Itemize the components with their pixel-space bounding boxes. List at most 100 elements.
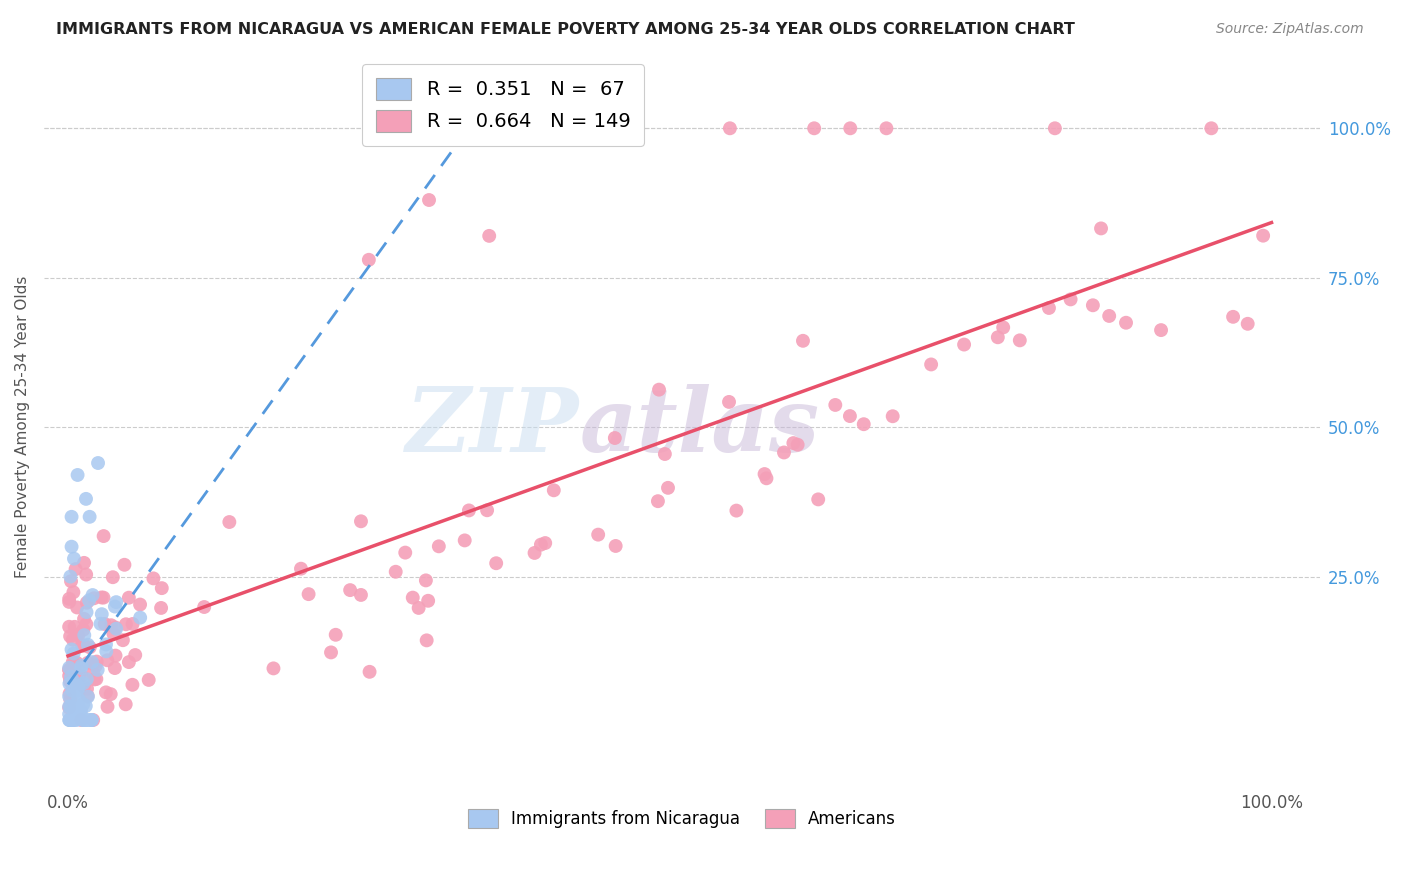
- Point: [58, 663, 80, 677]
- Point: [142, 571, 165, 585]
- Point: [478, 228, 501, 243]
- Point: [76, 605, 98, 619]
- Point: [485, 556, 508, 570]
- Point: [69, 704, 91, 718]
- Point: [75, 617, 97, 632]
- Point: [59, 670, 82, 684]
- Point: [96, 653, 118, 667]
- Point: [59, 692, 82, 706]
- Point: [65, 656, 87, 670]
- Point: [70, 661, 93, 675]
- Point: [90, 591, 112, 605]
- Point: [96, 699, 118, 714]
- Point: [66, 667, 89, 681]
- Point: [62, 673, 84, 688]
- Point: [534, 536, 557, 550]
- Point: [718, 121, 741, 136]
- Point: [1090, 221, 1112, 235]
- Point: [72, 713, 94, 727]
- Point: [62, 655, 84, 669]
- Y-axis label: Female Poverty Among 25-34 Year Olds: Female Poverty Among 25-34 Year Olds: [15, 276, 30, 578]
- Point: [1201, 121, 1223, 136]
- Point: [59, 713, 82, 727]
- Point: [59, 674, 82, 689]
- Point: [76, 681, 98, 696]
- Point: [84, 658, 107, 673]
- Point: [58, 713, 80, 727]
- Point: [1008, 334, 1031, 348]
- Point: [66, 467, 89, 482]
- Point: [100, 687, 122, 701]
- Point: [1038, 301, 1060, 315]
- Point: [523, 546, 546, 560]
- Point: [77, 690, 100, 704]
- Point: [86, 663, 108, 677]
- Legend: Immigrants from Nicaragua, Americans: Immigrants from Nicaragua, Americans: [461, 802, 903, 835]
- Point: [725, 503, 748, 517]
- Point: [350, 514, 373, 528]
- Point: [80, 655, 103, 669]
- Point: [65, 713, 87, 727]
- Point: [86, 655, 108, 669]
- Point: [150, 601, 173, 615]
- Point: [1115, 316, 1137, 330]
- Text: IMMIGRANTS FROM NICARAGUA VS AMERICAN FEMALE POVERTY AMONG 25-34 YEAR OLDS CORRE: IMMIGRANTS FROM NICARAGUA VS AMERICAN FE…: [56, 22, 1076, 37]
- Point: [70, 713, 93, 727]
- Point: [58, 699, 80, 714]
- Point: [62, 665, 84, 679]
- Point: [138, 673, 160, 687]
- Point: [60, 540, 83, 554]
- Point: [953, 337, 976, 351]
- Point: [263, 661, 285, 675]
- Point: [754, 467, 776, 481]
- Point: [66, 669, 89, 683]
- Point: [648, 383, 671, 397]
- Point: [70, 704, 93, 718]
- Point: [647, 494, 669, 508]
- Point: [66, 679, 89, 693]
- Point: [58, 595, 80, 609]
- Point: [1059, 293, 1081, 307]
- Point: [65, 707, 87, 722]
- Point: [72, 713, 94, 727]
- Point: [66, 712, 89, 726]
- Point: [104, 661, 127, 675]
- Point: [101, 570, 124, 584]
- Point: [73, 556, 96, 570]
- Point: [94, 685, 117, 699]
- Point: [121, 678, 143, 692]
- Text: Source: ZipAtlas.com: Source: ZipAtlas.com: [1216, 22, 1364, 37]
- Point: [82, 713, 104, 727]
- Point: [62, 632, 84, 647]
- Point: [67, 681, 90, 695]
- Point: [76, 689, 98, 703]
- Text: atlas: atlas: [579, 384, 820, 470]
- Point: [121, 617, 143, 632]
- Point: [657, 481, 679, 495]
- Point: [94, 637, 117, 651]
- Point: [62, 657, 84, 671]
- Point: [72, 623, 94, 637]
- Point: [58, 687, 80, 701]
- Point: [73, 639, 96, 653]
- Point: [1150, 323, 1173, 337]
- Point: [104, 599, 127, 614]
- Point: [62, 713, 84, 727]
- Point: [60, 574, 83, 589]
- Point: [87, 456, 110, 470]
- Point: [89, 616, 111, 631]
- Point: [77, 593, 100, 607]
- Point: [605, 539, 627, 553]
- Point: [603, 431, 626, 445]
- Point: [58, 620, 80, 634]
- Point: [82, 588, 104, 602]
- Point: [118, 591, 141, 605]
- Point: [852, 417, 875, 432]
- Point: [58, 713, 80, 727]
- Point: [60, 683, 83, 698]
- Point: [105, 622, 128, 636]
- Point: [63, 701, 86, 715]
- Point: [339, 583, 361, 598]
- Point: [129, 598, 152, 612]
- Point: [394, 546, 416, 560]
